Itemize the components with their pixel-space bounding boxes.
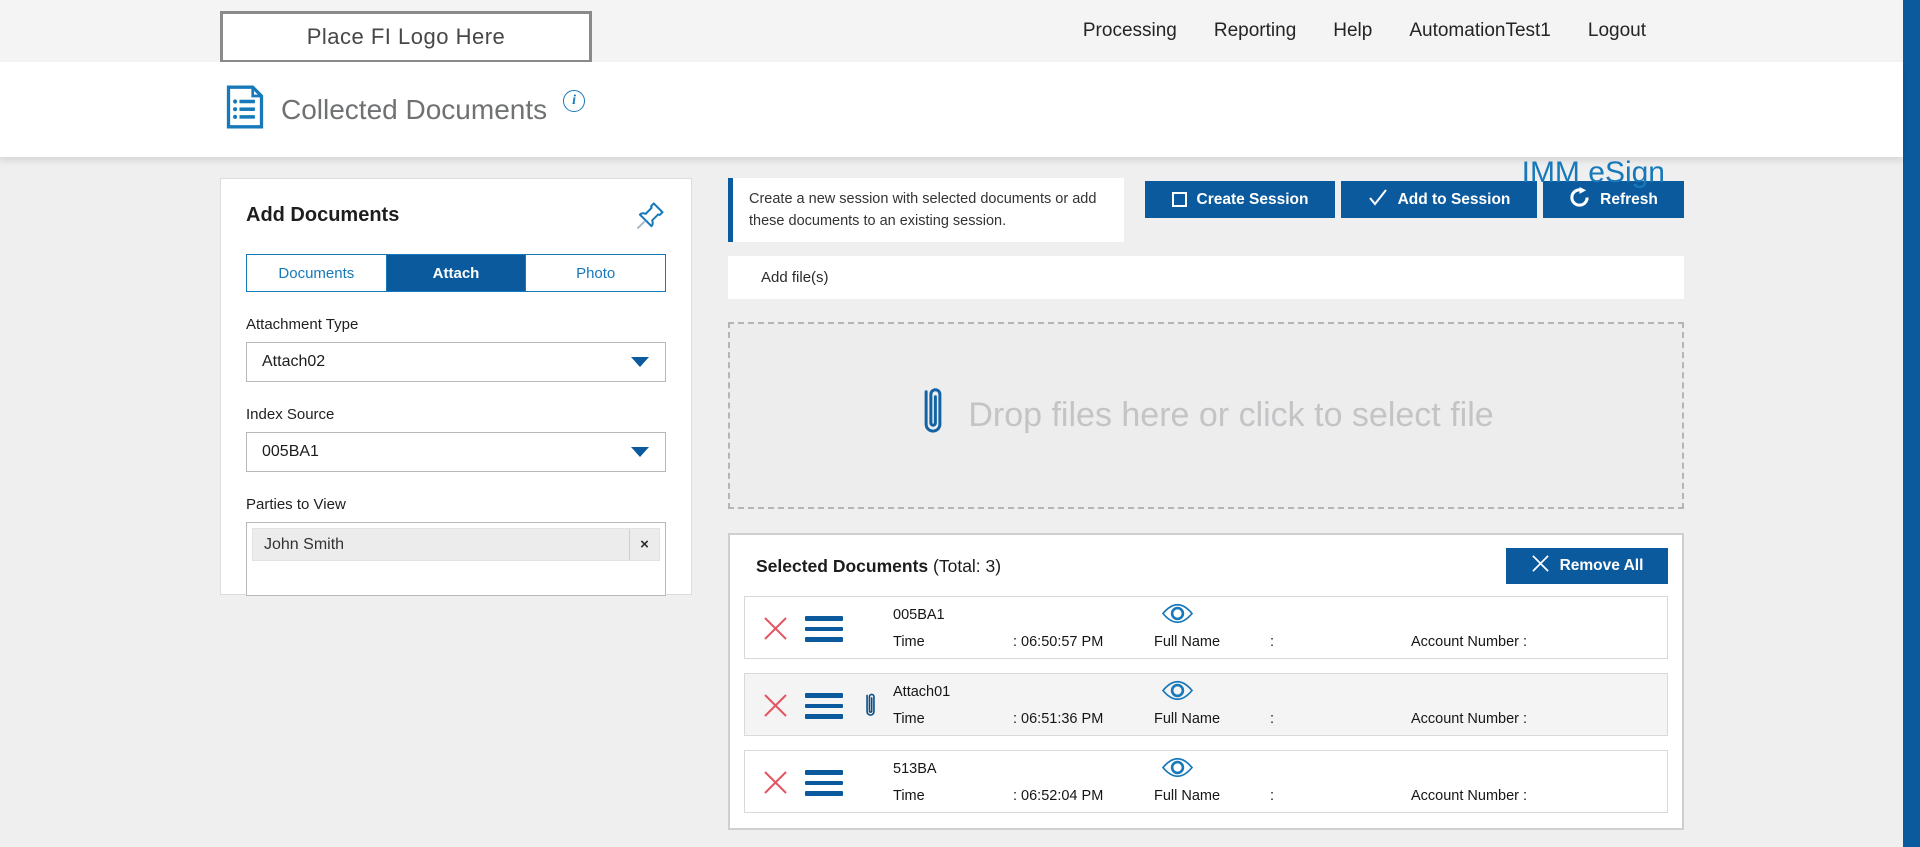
document-list-icon xyxy=(225,85,265,134)
time-label: Time xyxy=(893,788,925,804)
add-documents-panel: Add Documents Documents Attach Photo Att… xyxy=(220,178,692,596)
attachment-type-value: Attach02 xyxy=(262,353,326,370)
chevron-down-icon xyxy=(631,447,649,457)
check-icon xyxy=(1368,188,1388,211)
document-name: Attach01 xyxy=(893,684,951,700)
file-dropzone[interactable]: Drop files here or click to select file xyxy=(728,322,1684,509)
account-number-label: Account Number : xyxy=(1411,788,1528,804)
x-icon xyxy=(1531,554,1550,578)
document-row-513ba: 513BA Time : 06:52:04 PM Full Name : Acc… xyxy=(744,750,1668,813)
chevron-down-icon xyxy=(631,357,649,367)
tab-documents-label: Documents xyxy=(278,264,355,282)
remove-row-x-icon[interactable] xyxy=(762,769,789,801)
page-title: Collected Documents xyxy=(281,93,548,125)
full-name-value: : xyxy=(1270,634,1275,650)
full-name-label: Full Name xyxy=(1154,711,1221,727)
refresh-label: Refresh xyxy=(1600,190,1658,208)
tab-photo-label: Photo xyxy=(576,264,616,282)
tab-attach-label: Attach xyxy=(432,264,480,282)
index-source-value: 005BA1 xyxy=(262,443,319,460)
add-files-label: Add file(s) xyxy=(761,269,829,286)
tab-documents[interactable]: Documents xyxy=(247,255,386,291)
tab-attach[interactable]: Attach xyxy=(385,255,526,291)
paperclip-icon xyxy=(918,384,948,447)
pin-icon[interactable] xyxy=(634,200,666,237)
add-documents-title: Add Documents xyxy=(246,204,400,226)
remove-all-button[interactable]: Remove All xyxy=(1506,548,1668,584)
fi-logo-placeholder: Place FI Logo Here xyxy=(220,11,592,63)
remove-row-x-icon[interactable] xyxy=(762,692,789,724)
top-navigation-bar: Place FI Logo Here Processing Reporting … xyxy=(0,0,1903,63)
add-files-bar: Add file(s) xyxy=(728,256,1684,299)
remove-row-x-icon[interactable] xyxy=(762,615,789,647)
add-to-session-label: Add to Session xyxy=(1397,190,1511,208)
nav-user-automationtest1[interactable]: AutomationTest1 xyxy=(1409,20,1551,41)
index-source-label: Index Source xyxy=(246,406,335,423)
full-name-value: : xyxy=(1270,711,1275,727)
drag-handle-hamburger-icon[interactable] xyxy=(805,770,843,802)
nav-reporting[interactable]: Reporting xyxy=(1213,20,1297,41)
party-chip: John Smith × xyxy=(252,528,660,561)
document-row-005ba1: 005BA1 Time : 06:50:57 PM Full Name : Ac… xyxy=(744,596,1668,659)
dropzone-text: Drop files here or click to select file xyxy=(968,396,1494,434)
party-chip-name: John Smith xyxy=(264,535,345,553)
drag-handle-hamburger-icon[interactable] xyxy=(805,693,843,725)
time-label: Time xyxy=(893,634,925,650)
session-info-message: Create a new session with selected docum… xyxy=(728,178,1124,242)
selected-documents-panel: Selected Documents (Total: 3) Remove All xyxy=(728,533,1684,830)
selected-documents-title: Selected Documents xyxy=(756,555,929,576)
tab-photo[interactable]: Photo xyxy=(525,255,665,291)
document-row-attach01: Attach01 Time : 06:51:36 PM Full Name : … xyxy=(744,673,1668,736)
selected-documents-total: (Total: 3) xyxy=(933,555,1002,576)
refresh-icon xyxy=(1569,186,1590,213)
add-to-session-button[interactable]: Add to Session xyxy=(1341,181,1537,218)
index-source-select[interactable]: 005BA1 xyxy=(246,432,666,472)
view-document-eye-icon[interactable] xyxy=(1161,680,1194,706)
attachment-type-select[interactable]: Attach02 xyxy=(246,342,666,382)
account-number-label: Account Number : xyxy=(1411,634,1528,650)
info-icon[interactable]: i xyxy=(563,89,586,112)
page-header: Collected Documents i IMM eSign xyxy=(0,62,1903,189)
main-nav: Processing Reporting Help AutomationTest… xyxy=(1083,0,1646,62)
time-label: Time xyxy=(893,711,925,727)
full-name-value: : xyxy=(1270,788,1275,804)
view-document-eye-icon[interactable] xyxy=(1161,603,1194,629)
view-document-eye-icon[interactable] xyxy=(1161,757,1194,783)
add-documents-tabs: Documents Attach Photo xyxy=(246,254,666,292)
full-name-label: Full Name xyxy=(1154,634,1221,650)
nav-processing[interactable]: Processing xyxy=(1082,20,1177,41)
parties-to-view-label: Parties to View xyxy=(246,496,346,513)
nav-help[interactable]: Help xyxy=(1333,20,1373,41)
create-session-button[interactable]: Create Session xyxy=(1145,181,1335,218)
remove-all-label: Remove All xyxy=(1559,557,1644,574)
attachment-type-label: Attachment Type xyxy=(246,316,359,333)
time-value: : 06:50:57 PM xyxy=(1013,634,1104,650)
refresh-button[interactable]: Refresh xyxy=(1543,181,1684,218)
full-name-label: Full Name xyxy=(1154,788,1221,804)
party-chip-remove-x-icon[interactable]: × xyxy=(629,529,659,560)
parties-to-view-box[interactable]: John Smith × xyxy=(246,522,666,596)
fi-logo-text: Place FI Logo Here xyxy=(306,24,506,49)
time-value: : 06:52:04 PM xyxy=(1013,788,1104,804)
account-number-label: Account Number : xyxy=(1411,711,1528,727)
create-session-label: Create Session xyxy=(1196,190,1309,208)
square-icon xyxy=(1171,192,1187,207)
scrollbar[interactable] xyxy=(1903,0,1920,847)
document-rows: 005BA1 Time : 06:50:57 PM Full Name : Ac… xyxy=(744,596,1668,813)
document-name: 513BA xyxy=(893,761,937,777)
document-name: 005BA1 xyxy=(893,607,945,623)
drag-handle-hamburger-icon[interactable] xyxy=(805,616,843,648)
nav-logout[interactable]: Logout xyxy=(1587,20,1646,41)
brand-imm-esign: IMM eSign xyxy=(1521,156,1665,189)
attachment-paperclip-icon xyxy=(863,688,878,729)
time-value: : 06:51:36 PM xyxy=(1013,711,1104,727)
